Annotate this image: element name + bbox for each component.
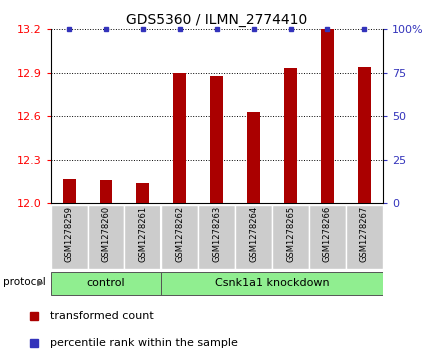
Bar	[161, 205, 198, 269]
Title: GDS5360 / ILMN_2774410: GDS5360 / ILMN_2774410	[126, 13, 307, 26]
Text: GSM1278259: GSM1278259	[65, 206, 73, 262]
Text: transformed count: transformed count	[51, 311, 154, 321]
Text: GSM1278261: GSM1278261	[138, 205, 147, 262]
Text: GSM1278260: GSM1278260	[102, 205, 110, 262]
Text: GSM1278267: GSM1278267	[360, 205, 369, 262]
Bar	[62, 179, 76, 203]
Bar	[51, 205, 88, 269]
Bar	[346, 205, 383, 269]
Bar	[136, 183, 149, 203]
Bar	[247, 112, 260, 203]
Bar	[321, 29, 334, 203]
Bar	[173, 73, 186, 203]
Bar	[51, 272, 161, 295]
Bar	[235, 205, 272, 269]
Bar	[125, 205, 161, 269]
Text: GSM1278264: GSM1278264	[249, 205, 258, 262]
Text: control: control	[87, 278, 125, 287]
Bar	[88, 205, 125, 269]
Text: percentile rank within the sample: percentile rank within the sample	[51, 338, 238, 348]
Text: Csnk1a1 knockdown: Csnk1a1 knockdown	[215, 278, 330, 287]
Text: GSM1278265: GSM1278265	[286, 205, 295, 262]
Bar	[358, 67, 371, 203]
Bar	[272, 205, 309, 269]
Bar	[99, 180, 113, 203]
Text: GSM1278266: GSM1278266	[323, 205, 332, 262]
Text: protocol: protocol	[3, 277, 45, 287]
Bar	[309, 205, 346, 269]
Text: GSM1278263: GSM1278263	[212, 205, 221, 262]
Bar	[210, 76, 223, 203]
Bar	[198, 205, 235, 269]
Bar	[284, 68, 297, 203]
Text: GSM1278262: GSM1278262	[175, 205, 184, 262]
Bar	[161, 272, 383, 295]
